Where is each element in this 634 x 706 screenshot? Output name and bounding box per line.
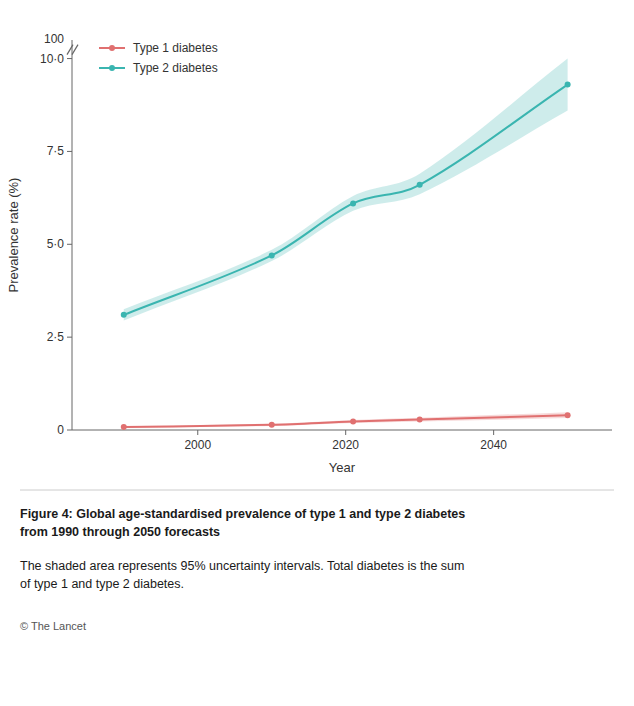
data-point: [565, 82, 571, 88]
legend-label: Type 2 diabetes: [133, 61, 218, 75]
axis-break: [67, 45, 73, 55]
legend: Type 1 diabetes Type 2 diabetes: [99, 41, 218, 75]
y-tick-label: 10·0: [40, 52, 64, 66]
x-tick: [493, 430, 494, 435]
uncertainty-band: [124, 412, 568, 428]
x-tick: [345, 430, 346, 435]
y-tick: [67, 244, 72, 245]
y-tick-label: 7·5: [47, 144, 65, 158]
y-tick-label: 5·0: [47, 237, 65, 251]
data-point: [269, 422, 275, 428]
y-tick-label: 2·5: [47, 330, 65, 344]
x-tick-label: 2040: [480, 438, 507, 452]
x-axis-label: Year: [329, 460, 356, 475]
x-tick-label: 2000: [184, 438, 211, 452]
title-line: from 1990 through 2050 forecasts: [20, 525, 220, 539]
y-tick: [67, 430, 72, 431]
subtitle-line: The shaded area represents 95% uncertain…: [20, 559, 464, 573]
chart: 0 2·5 5·0 7·5 10·0 2000 2020 2040 Year Prevalence…: [0, 0, 634, 706]
data-point: [417, 417, 423, 423]
y-tick: [67, 337, 72, 338]
plot-area: [121, 59, 571, 430]
y-tick: [67, 151, 72, 152]
data-point: [121, 424, 127, 430]
caption-separator: [20, 490, 614, 491]
title-line: Figure 4: Global age-standardised preval…: [20, 507, 465, 521]
legend-label: Type 1 diabetes: [133, 41, 218, 55]
data-point: [121, 312, 127, 318]
y-tick: [67, 58, 72, 59]
y-axis-label: Prevalence rate (%): [6, 178, 21, 293]
series-line: [124, 415, 568, 427]
data-point: [565, 412, 571, 418]
data-point: [350, 418, 356, 424]
data-point: [350, 200, 356, 206]
y-axis: [72, 40, 73, 430]
uncertainty-band: [124, 59, 568, 321]
data-point: [417, 182, 423, 188]
legend-marker: [109, 65, 115, 71]
subtitle: The shaded area represents 95% uncertain…: [20, 559, 464, 591]
x-axis: [72, 430, 612, 431]
axis-break: [72, 45, 78, 55]
credit: © The Lancet: [20, 620, 86, 632]
title: Figure 4: Global age-standardised preval…: [20, 507, 465, 539]
series-line: [124, 85, 568, 315]
legend-marker: [109, 45, 115, 51]
data-point: [269, 252, 275, 258]
x-tick-label: 2020: [332, 438, 359, 452]
x-tick: [197, 430, 198, 435]
y-tick-label: 0: [57, 423, 64, 437]
axis-break-label: 100: [44, 32, 64, 46]
subtitle-line: of type 1 and type 2 diabetes.: [20, 577, 184, 591]
